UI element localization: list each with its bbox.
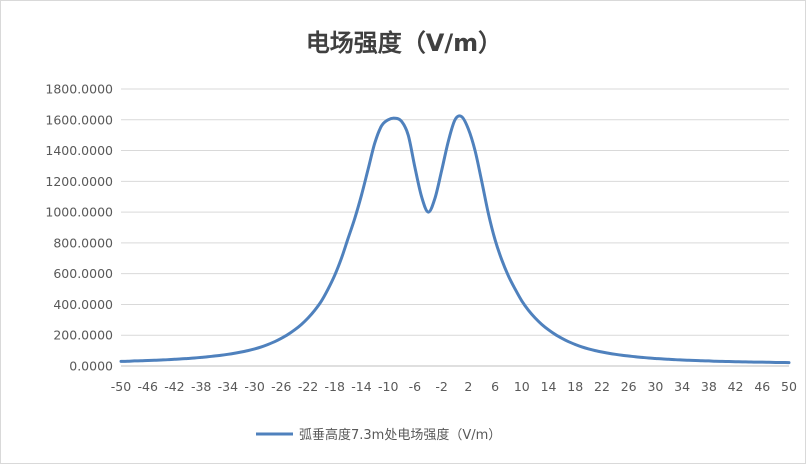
y-tick-label: 1600.0000 [45,112,113,127]
y-tick-label: 600.0000 [53,266,113,281]
series-line-0[interactable] [119,114,791,365]
series-layer [119,114,791,365]
y-tick-label: 0.0000 [69,359,113,374]
x-tick-label: 46 [754,379,770,394]
y-tick-label: 1800.0000 [45,82,113,97]
x-tick-label: 22 [594,379,610,394]
x-tick-label: 18 [567,379,583,394]
x-tick-label: 2 [464,379,472,394]
x-tick-label: -50 [111,379,131,394]
x-axis-ticks: -50 -46 -42 -38 -34 -30 -26 -22 -18 -14 -10 -6 -2 2 6 1… [111,379,797,394]
x-tick-label: 30 [647,379,663,394]
x-tick-label: 26 [621,379,637,394]
x-tick-label: -10 [378,379,398,394]
x-tick-label: -18 [325,379,345,394]
x-tick-label: -14 [351,379,371,394]
x-tick-label: -34 [218,379,238,394]
y-tick-label: 1200.0000 [45,174,113,189]
x-tick-label: 38 [701,379,717,394]
x-tick-label: 10 [514,379,530,394]
y-tick-label: 200.0000 [53,328,113,343]
y-tick-label: 800.0000 [53,235,113,250]
chart-title: 电场强度（V/m） [306,29,502,57]
x-tick-label: 14 [541,379,557,394]
x-tick-label: 6 [491,379,499,394]
y-tick-label: 1400.0000 [45,143,113,158]
x-tick-label: -46 [138,379,158,394]
x-tick-label: -2 [435,379,447,394]
y-tick-label: 400.0000 [53,297,113,312]
x-tick-label: -42 [164,379,184,394]
legend[interactable]: 弧垂高度7.3m处电场强度（V/m） [256,427,501,443]
legend-label: 弧垂高度7.3m处电场强度（V/m） [299,427,501,443]
gridlines [121,88,789,367]
x-tick-label: -30 [244,379,264,394]
x-tick-label: -26 [271,379,291,394]
x-tick-label: -22 [298,379,318,394]
y-axis-ticks: 0.0000 200.0000 400.0000 600.0000 800.0000 10… [45,82,113,374]
x-tick-label: 50 [781,379,797,394]
x-tick-label: 42 [728,379,744,394]
x-tick-label: 34 [674,379,690,394]
x-tick-label: -6 [409,379,422,394]
x-tick-label: -38 [191,379,211,394]
y-tick-label: 1000.0000 [45,205,113,220]
